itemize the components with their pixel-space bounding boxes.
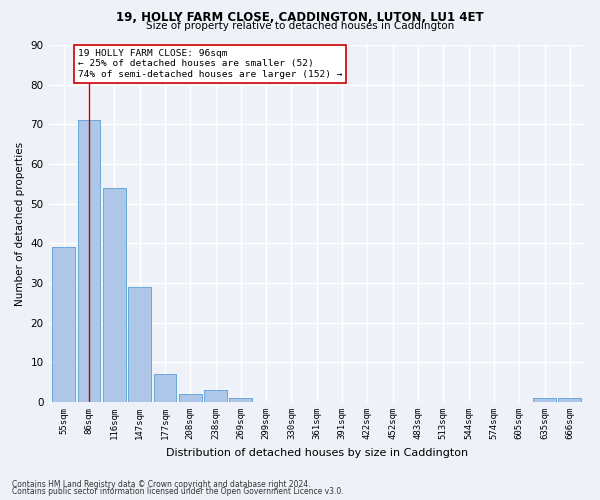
Text: 19, HOLLY FARM CLOSE, CADDINGTON, LUTON, LU1 4ET: 19, HOLLY FARM CLOSE, CADDINGTON, LUTON,…	[116, 11, 484, 24]
Bar	[559, 398, 581, 402]
Bar	[77, 120, 100, 402]
Bar	[128, 287, 151, 402]
Text: Contains HM Land Registry data © Crown copyright and database right 2024.: Contains HM Land Registry data © Crown c…	[12, 480, 311, 489]
Bar	[533, 398, 556, 402]
Text: Size of property relative to detached houses in Caddington: Size of property relative to detached ho…	[146, 21, 454, 31]
Bar	[179, 394, 202, 402]
Bar	[103, 188, 126, 402]
Text: 19 HOLLY FARM CLOSE: 96sqm
← 25% of detached houses are smaller (52)
74% of semi: 19 HOLLY FARM CLOSE: 96sqm ← 25% of deta…	[77, 49, 342, 79]
Bar	[229, 398, 252, 402]
Bar	[154, 374, 176, 402]
X-axis label: Distribution of detached houses by size in Caddington: Distribution of detached houses by size …	[166, 448, 468, 458]
Bar	[52, 248, 75, 402]
Text: Contains public sector information licensed under the Open Government Licence v3: Contains public sector information licen…	[12, 487, 344, 496]
Bar	[204, 390, 227, 402]
Y-axis label: Number of detached properties: Number of detached properties	[15, 142, 25, 306]
